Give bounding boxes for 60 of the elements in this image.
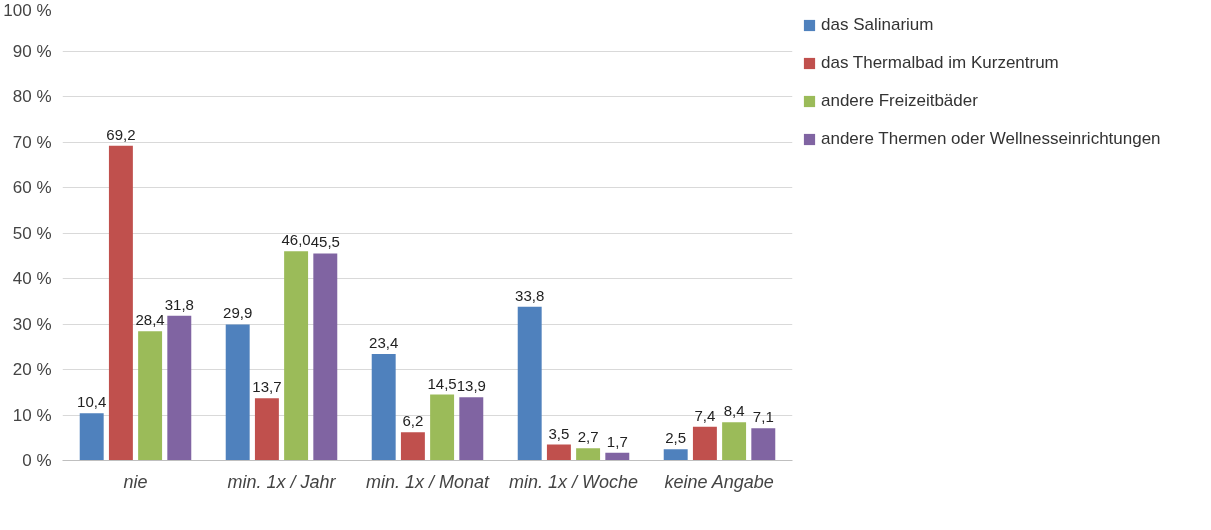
bar xyxy=(225,324,250,461)
data-label: 46,0 xyxy=(281,231,311,249)
bar xyxy=(692,426,717,461)
data-label: 8,4 xyxy=(723,402,745,420)
data-label: 6,2 xyxy=(402,412,424,430)
x-tick-label: min. 1x / Woche xyxy=(508,471,639,492)
bar xyxy=(313,253,338,461)
data-label: 29,9 xyxy=(223,304,253,322)
bar xyxy=(371,354,396,461)
x-tick-label: min. 1x / Jahr xyxy=(227,471,337,492)
bar xyxy=(605,452,630,461)
bar xyxy=(108,145,133,461)
bar xyxy=(576,448,601,461)
bar xyxy=(751,428,776,461)
bar xyxy=(459,397,484,461)
x-tick-label: nie xyxy=(123,471,148,492)
data-label: 28,4 xyxy=(135,311,165,329)
data-label: 7,4 xyxy=(694,406,716,424)
bar xyxy=(79,413,104,461)
bar xyxy=(138,331,163,461)
data-label: 13,9 xyxy=(456,377,486,395)
bar xyxy=(400,432,425,461)
data-label: 3,5 xyxy=(548,424,570,442)
bar xyxy=(284,251,309,461)
bar xyxy=(546,444,571,461)
data-label: 45,5 xyxy=(310,233,340,251)
data-label: 7,1 xyxy=(752,408,774,426)
data-label: 2,5 xyxy=(665,429,687,447)
legend-label: das Salinarium xyxy=(821,15,934,35)
y-tick-label: 0 % xyxy=(22,451,52,470)
y-tick-label: 60 % xyxy=(12,178,52,197)
data-label: 14,5 xyxy=(427,374,457,392)
data-label: 13,7 xyxy=(252,378,282,396)
bar xyxy=(167,315,192,461)
legend-label: das Thermalbad im Kurzentrum xyxy=(821,53,1059,73)
legend-label: andere Freizeitbäder xyxy=(821,91,978,111)
bar xyxy=(254,398,279,461)
x-tick-label: keine Angabe xyxy=(664,471,774,492)
y-tick-label: 70 % xyxy=(12,132,52,152)
bar xyxy=(517,306,542,461)
data-label: 10,4 xyxy=(77,393,107,411)
data-label: 31,8 xyxy=(164,295,194,313)
bar xyxy=(663,449,688,461)
y-tick-label: 20 % xyxy=(12,360,52,379)
y-tick-label: 100 % xyxy=(3,0,52,20)
y-tick-label: 90 % xyxy=(12,41,52,61)
data-label: 2,7 xyxy=(577,428,599,446)
y-tick-label: 80 % xyxy=(12,87,52,106)
data-label: 69,2 xyxy=(106,125,136,143)
y-tick-label: 10 % xyxy=(12,405,52,425)
bar xyxy=(722,422,747,461)
data-label: 23,4 xyxy=(369,334,399,352)
y-tick-label: 50 % xyxy=(12,223,52,243)
y-tick-label: 40 % xyxy=(12,269,52,288)
x-tick-label: min. 1x / Monat xyxy=(365,471,491,492)
data-label: 33,8 xyxy=(515,286,545,304)
legend-label: andere Thermen oder Wellnesseinrichtungen xyxy=(821,129,1161,149)
bar xyxy=(430,394,455,461)
data-label: 1,7 xyxy=(606,432,628,450)
y-tick-label: 30 % xyxy=(12,314,52,334)
